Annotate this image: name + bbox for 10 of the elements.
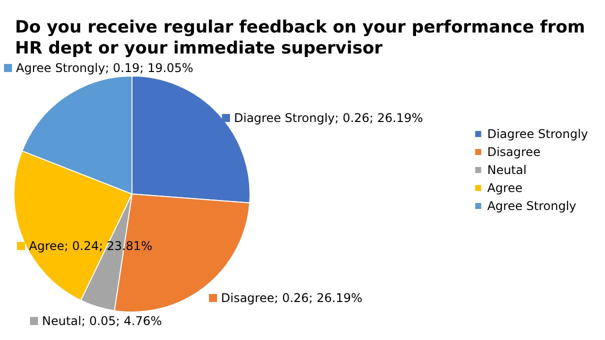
data-label: Neutal; 0.05; 4.76% xyxy=(42,314,162,328)
legend-label: Disagree xyxy=(487,145,540,159)
legend-label: Agree xyxy=(487,181,522,195)
data-label: Diagree Strongly; 0.26; 26.19% xyxy=(234,111,423,125)
legend-label: Neutal xyxy=(487,163,527,177)
legend-label: Agree Strongly xyxy=(487,199,576,213)
data-label: Agree Strongly; 0.19; 19.05% xyxy=(16,61,194,75)
chart-title: Do you receive regular feedback on your performance from HR dept or your immediate supervisor xyxy=(15,18,592,58)
data-label: Disagree; 0.26; 26.19% xyxy=(221,291,362,305)
legend-label: Diagree Strongly xyxy=(487,127,588,141)
